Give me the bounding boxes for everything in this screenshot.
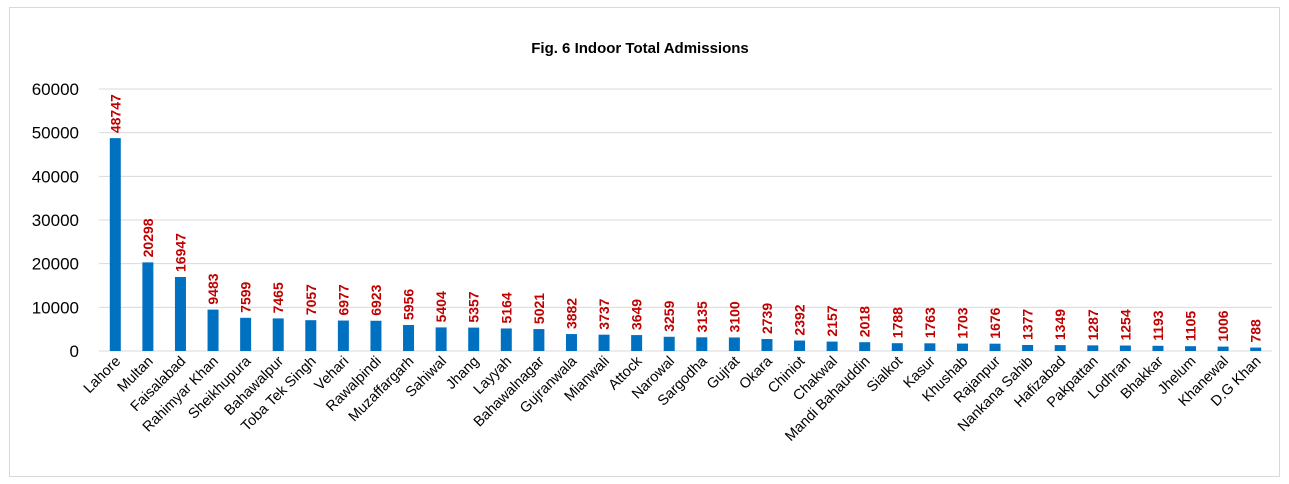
data-label: 7599 [238,281,254,312]
bar [696,337,708,351]
bar [174,276,186,351]
bar [1119,345,1131,351]
bar [109,138,121,351]
data-label: 3259 [661,300,677,331]
bar [924,343,936,351]
bar [1250,347,1262,351]
data-label: 2018 [857,306,873,337]
data-label: 1763 [922,307,938,338]
data-label: 1703 [954,307,970,338]
bar [565,334,577,351]
y-tick-label: 20000 [32,255,79,274]
bar [305,320,317,351]
data-label: 6977 [335,284,351,315]
bar [435,327,447,351]
bar [272,318,284,351]
y-tick-label: 50000 [32,124,79,143]
bar [859,342,871,351]
data-label: 1006 [1215,310,1231,341]
y-tick-label: 0 [70,342,79,361]
x-tick-label: Lahore [81,354,124,397]
data-label: 7057 [303,284,319,315]
chart-frame [9,7,1280,477]
bar [891,343,903,351]
data-label: 3135 [694,301,710,332]
bar [631,335,643,351]
data-label: 5164 [498,292,514,323]
bar [1185,346,1197,351]
data-label: 5021 [531,293,547,324]
x-tick-label: Sialkot [864,354,906,396]
chart-title: Fig. 6 Indoor Total Admissions [531,40,749,57]
y-tick-label: 60000 [32,80,79,99]
bar [663,336,675,351]
bar [533,329,545,351]
data-label: 1193 [1150,310,1166,341]
bar [1087,345,1099,351]
data-label: 1349 [1052,309,1068,340]
data-label: 2739 [759,303,775,334]
x-tick-label: Gujrat [704,354,743,393]
data-label: 48747 [107,94,123,133]
bar [1152,345,1164,351]
data-label: 9483 [205,273,221,304]
y-axis-ticks: 0 10000 20000 30000 40000 50000 60000 [32,80,79,361]
bar [500,328,512,351]
data-label: 20298 [140,218,156,257]
data-label: 2392 [792,304,808,335]
data-label: 6923 [368,284,384,315]
bar [1054,345,1066,351]
gridlines [99,88,1272,352]
bar [1022,344,1034,351]
bar [794,340,806,351]
bar [598,334,610,351]
data-label: 1254 [1117,309,1133,340]
data-label: 1377 [1020,309,1036,340]
bar [142,262,154,351]
data-label: 3882 [563,298,579,329]
data-label: 788 [1248,319,1264,343]
y-tick-label: 10000 [32,298,79,317]
bar [240,317,252,351]
y-tick-label: 40000 [32,167,79,186]
bar [728,337,740,351]
data-label: 5956 [401,289,417,320]
data-label: 5404 [433,291,449,322]
data-label: 1788 [889,307,905,338]
bar [761,339,773,351]
data-label: 1676 [987,307,1003,338]
data-labels: 48747 20298 16947 9483 7599 7465 7057 6977 6923 5… [107,94,1263,343]
data-label: 5357 [466,291,482,322]
bar [1217,346,1229,351]
data-label: 1105 [1183,311,1199,342]
data-label: 2157 [824,305,840,336]
bar [989,343,1001,351]
bar [956,343,968,351]
bar [337,320,349,351]
y-tick-label: 30000 [32,211,79,230]
data-label: 3737 [596,298,612,329]
data-label: 16947 [172,233,188,272]
data-label: 7465 [270,282,286,313]
bar [468,327,480,351]
bar [826,341,838,351]
bar [403,324,415,351]
data-label: 1287 [1085,309,1101,340]
bars [109,138,1262,351]
bar [207,309,219,351]
data-label: 3100 [726,301,742,332]
bar [370,320,382,351]
data-label: 3649 [629,299,645,330]
